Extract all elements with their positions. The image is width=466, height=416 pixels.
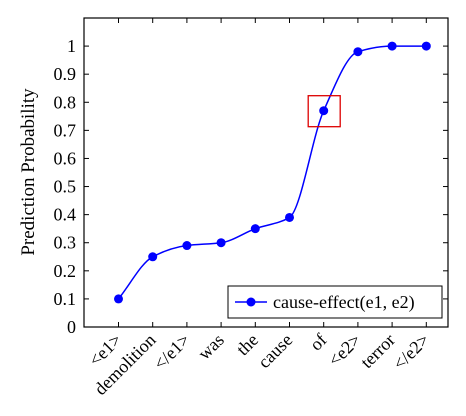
y-tick-label: 0.5	[54, 177, 77, 197]
y-tick-label: 0.1	[54, 289, 77, 309]
series-group	[114, 41, 431, 304]
x-tick-label: was	[194, 330, 228, 364]
data-point	[421, 41, 431, 51]
x-tick-label: terror	[357, 330, 399, 372]
y-tick-label: 1	[67, 36, 76, 56]
x-tick-label: of	[306, 330, 331, 355]
y-axis-ticks: 0 0.1 0.2 0.3 0.4 0.5 0.6 0.7 0.8 0.9 1	[54, 36, 448, 337]
x-tick-label: </e2>	[389, 330, 433, 374]
data-point	[216, 238, 226, 248]
data-point	[285, 212, 294, 222]
legend-marker-sample	[246, 297, 256, 307]
data-point	[387, 41, 397, 51]
data-point	[250, 224, 260, 234]
data-point	[114, 294, 123, 304]
y-tick-label: 0.2	[54, 261, 77, 281]
y-tick-label: 0.9	[54, 64, 77, 84]
data-point	[319, 106, 329, 116]
y-tick-label: 0.8	[54, 92, 77, 112]
y-tick-label: 0	[67, 317, 76, 337]
y-tick-label: 0.7	[54, 120, 77, 140]
y-axis-label: Prediction Probability	[18, 88, 39, 256]
x-tick-label: cause	[254, 330, 296, 372]
x-tick-label: </e1>	[150, 330, 194, 374]
highlight-group	[307, 95, 341, 128]
legend: cause-effect(e1, e2)	[227, 285, 443, 319]
data-point	[148, 252, 158, 262]
y-tick-label: 0.6	[54, 148, 77, 168]
data-point	[182, 241, 192, 251]
y-tick-label: 0.4	[54, 205, 77, 225]
highlight-box	[307, 95, 341, 128]
series-line	[117, 45, 427, 300]
plot-area-frame	[83, 17, 449, 328]
data-point	[353, 47, 363, 57]
y-tick-label: 0.3	[54, 233, 77, 253]
legend-label: cause-effect(e1, e2)	[273, 292, 415, 313]
x-tick-label: <e2>	[324, 330, 365, 371]
